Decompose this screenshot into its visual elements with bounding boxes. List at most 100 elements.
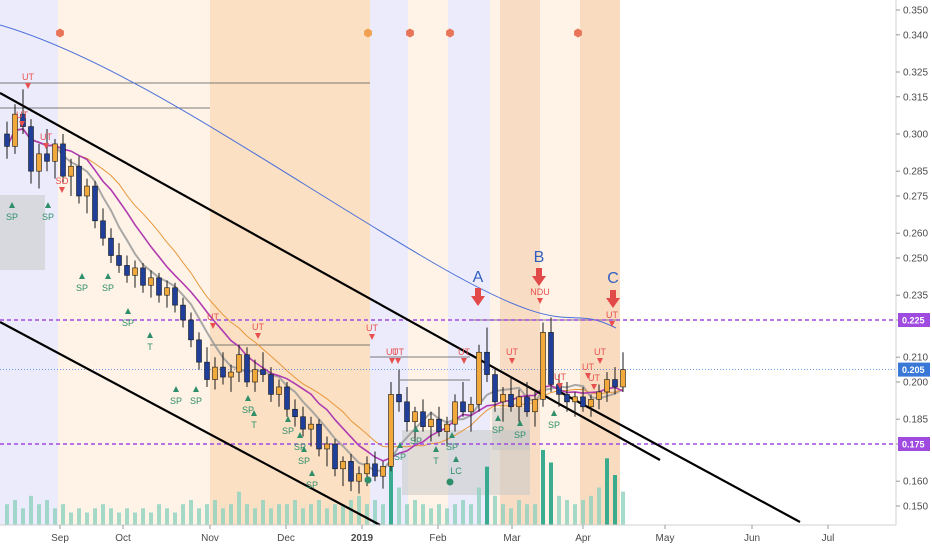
ut-label: UT <box>366 323 378 333</box>
y-tick-label: 0.260 <box>903 229 928 240</box>
volume-bar <box>309 504 313 525</box>
y-tick-label: 0.210 <box>903 353 928 364</box>
ut-triangle <box>509 358 515 364</box>
sp-label: SP <box>6 212 18 222</box>
sp-triangle <box>105 273 111 279</box>
volume-bar <box>477 487 481 525</box>
candle-body <box>484 351 490 375</box>
ut-label: SO <box>55 176 68 186</box>
candle-body <box>12 113 18 147</box>
volume-bar <box>149 512 153 525</box>
phase-band <box>580 0 620 525</box>
candle-body <box>68 165 74 177</box>
volume-bar <box>461 500 465 525</box>
x-tick-label: Oct <box>115 533 131 544</box>
candle-body <box>444 423 450 432</box>
volume-bar <box>45 500 49 525</box>
volume-bar <box>21 508 25 525</box>
volume-bar <box>229 504 233 525</box>
candle-body <box>452 401 458 425</box>
sp-label: T <box>147 342 153 352</box>
price-tag <box>898 313 930 327</box>
candle-body <box>308 423 314 430</box>
sp-label: T <box>433 456 439 466</box>
x-tick-label: Jul <box>822 533 835 544</box>
sp-triangle <box>147 332 153 338</box>
volume-bar <box>293 500 297 525</box>
volume-bar <box>573 504 577 525</box>
volume-bar <box>333 504 337 525</box>
sp-label: SP <box>394 452 406 462</box>
volume-bar <box>85 512 89 525</box>
candle-body <box>212 366 218 380</box>
sp-triangle <box>453 456 459 462</box>
candle-body <box>300 416 306 430</box>
candle-body <box>276 386 282 395</box>
volume-bar <box>133 512 137 525</box>
price-tag <box>898 362 930 377</box>
candle-body <box>76 165 82 197</box>
ut-label: UT <box>506 347 518 357</box>
y-tick-label: 0.340 <box>903 30 928 41</box>
candle-body <box>260 369 266 375</box>
callout-arrow <box>532 268 546 286</box>
ut-triangle <box>591 384 597 390</box>
volume-bar <box>165 508 169 525</box>
volume-bar <box>501 504 505 525</box>
sp-label: SP <box>42 212 54 222</box>
sp-label: SP <box>410 436 422 446</box>
ut-triangle <box>557 383 563 389</box>
ut-label: UT <box>458 347 470 357</box>
sp-label: SP <box>76 283 88 293</box>
candle-body <box>588 399 594 408</box>
candle-body <box>420 411 426 427</box>
ut-label: NDU <box>530 287 550 297</box>
ut-triangle <box>59 187 65 193</box>
sp-label: SP <box>306 480 318 490</box>
volume-bar <box>77 508 81 525</box>
ut-triangle <box>461 358 467 364</box>
volume-bar <box>445 508 449 525</box>
y-tick-label: 0.185 <box>903 415 928 426</box>
candle-body <box>244 354 250 383</box>
volume-bar <box>221 508 225 525</box>
candle-body <box>340 461 346 470</box>
sp-label: SP <box>122 318 134 328</box>
volume-bar <box>413 500 417 525</box>
volume-bar <box>541 450 545 525</box>
volume-bar <box>389 466 393 525</box>
candle-body <box>60 143 66 177</box>
volume-bar <box>621 491 625 525</box>
ut-triangle <box>389 358 395 364</box>
ut-triangle <box>25 83 31 89</box>
y-tick-label: 0.325 <box>903 68 928 79</box>
sp-label: SP <box>282 426 294 436</box>
volume-bar <box>469 504 473 525</box>
ut-triangle <box>43 143 49 149</box>
sp-label: T <box>251 420 257 430</box>
phase-hexagon-marker <box>446 28 454 38</box>
price-tag-label: 0.205 <box>902 365 925 375</box>
phase-hexagon-marker <box>406 28 414 38</box>
price-tag-label: 0.225 <box>902 316 925 326</box>
x-tick-label: Mar <box>503 533 521 544</box>
sp-triangle <box>301 446 307 452</box>
x-tick-label: 2019 <box>351 533 374 544</box>
sp-triangle <box>245 395 251 401</box>
ut-label: UT <box>594 347 606 357</box>
candle-body <box>380 466 386 477</box>
ut-label: UT <box>554 372 566 382</box>
candle-body <box>508 394 514 408</box>
ut-triangle <box>597 358 603 364</box>
candle-body <box>44 153 50 162</box>
trend-channel <box>0 92 801 526</box>
sp-triangle <box>517 420 523 426</box>
x-tick-label: May <box>656 533 675 544</box>
volume-bar <box>605 458 609 525</box>
candle-body <box>84 185 90 197</box>
ut-label: UT <box>207 312 219 322</box>
volume-bar <box>365 504 369 525</box>
volume-bar <box>245 504 249 525</box>
